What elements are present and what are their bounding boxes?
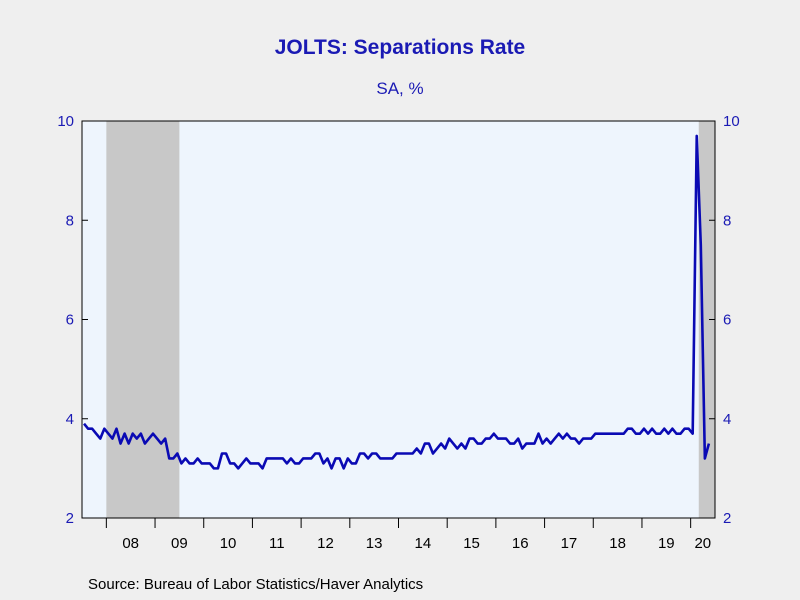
x-tick-label: 08 <box>122 535 139 552</box>
y-tick-label-right: 2 <box>723 510 731 527</box>
y-tick-label-left: 2 <box>66 510 74 527</box>
x-tick-label: 17 <box>561 535 578 552</box>
series-line-separations-rate <box>83 134 711 470</box>
y-tick-label-right: 8 <box>723 212 731 229</box>
y-tick-label-left: 8 <box>66 212 74 229</box>
y-tick-label-right: 6 <box>723 312 731 329</box>
y-tick-label-left: 6 <box>66 312 74 329</box>
x-tick-label: 13 <box>366 535 383 552</box>
x-tick-label: 09 <box>171 535 188 552</box>
y-tick-label-right: 10 <box>723 113 740 130</box>
x-tick-label: 16 <box>512 535 529 552</box>
x-tick-label: 12 <box>317 535 334 552</box>
x-tick-label: 20 <box>694 535 711 552</box>
y-tick-label-right: 4 <box>723 411 731 428</box>
source-note: Source: Bureau of Labor Statistics/Haver… <box>88 576 424 593</box>
x-tick-label: 15 <box>463 535 480 552</box>
y-tick-label-left: 10 <box>57 113 74 130</box>
x-tick-label: 10 <box>220 535 237 552</box>
x-tick-label: 11 <box>269 535 285 552</box>
chart-title: JOLTS: Separations Rate <box>274 36 526 59</box>
x-tick-label: 19 <box>658 535 675 552</box>
y-tick-label-left: 4 <box>66 411 74 428</box>
plot-area <box>82 121 715 518</box>
x-tick-label: 14 <box>415 535 432 552</box>
chart-subtitle: SA, % <box>376 79 424 98</box>
x-tick-label: 18 <box>609 535 626 552</box>
